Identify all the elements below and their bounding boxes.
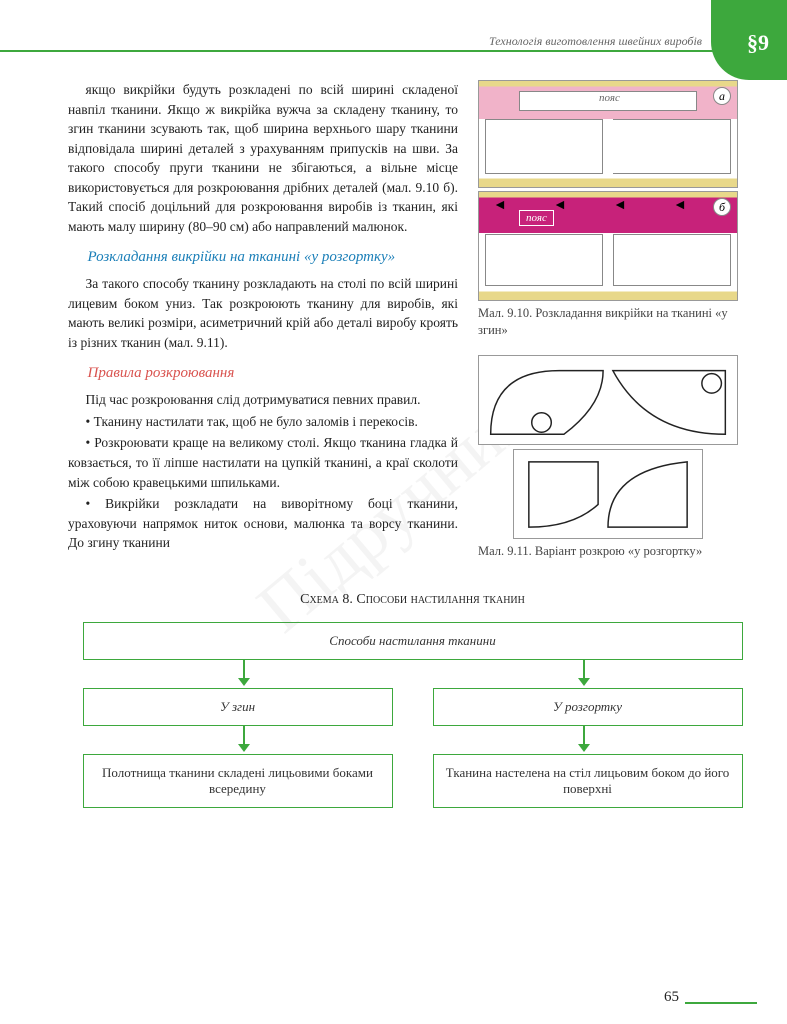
figure-910-b: ◄ ◄ ◄ ◄ пояс б [478, 191, 738, 301]
caption-911: Мал. 9.11. Варіант розкрою «у розгортку» [478, 543, 738, 560]
figures-column: пояс а ◄ ◄ ◄ ◄ пояс б Мал. 9.10. Розклад… [478, 80, 738, 572]
section-tab: §9 [711, 0, 787, 80]
subtitle-rules: Правила розкроювання [68, 363, 458, 385]
bullet: • Викрійки розкладати на виворітному боц… [68, 494, 458, 553]
scheme-title: Схема 8. Способи настилання тканин [68, 592, 757, 608]
flow-right-desc: Тканина настелена на стіл лицьовим боком… [433, 754, 743, 808]
subtitle-layout: Розкладання викрійки на тканині «у розго… [68, 247, 458, 269]
arrow-icon [578, 726, 590, 754]
poyas-label: пояс [599, 92, 620, 104]
paragraph: Під час розкроювання слід дотримуватися … [68, 390, 458, 410]
page-number: 65 [664, 989, 679, 1006]
arrow-icon [238, 660, 250, 688]
label-b: б [713, 198, 731, 216]
flow-left: У згин [83, 688, 393, 726]
flowchart: Способи настилання тканини У згин У розг… [83, 622, 743, 808]
flow-root: Способи настилання тканини [83, 622, 743, 660]
poyas-label-b: пояс [519, 210, 554, 226]
flow-right: У розгортку [433, 688, 743, 726]
figure-911: Мал. 9.11. Варіант розкрою «у розгортку» [478, 355, 738, 560]
bullet: • Розкроювати краще на великому столі. Я… [68, 433, 458, 492]
label-a: а [713, 87, 731, 105]
caption-910: Мал. 9.10. Розкладання викрійки на ткани… [478, 305, 738, 339]
flow-left-desc: Полотнища тканини складені лицьовими бок… [83, 754, 393, 808]
arrow-icon [238, 726, 250, 754]
page-number-rule [685, 1002, 757, 1004]
main-text-column: якщо викрійки будуть розкладені по всій … [68, 80, 458, 572]
chapter-title: Технологія виготовлення швейних виробів [489, 34, 702, 49]
section-number: §9 [747, 30, 769, 56]
figure-910: пояс а ◄ ◄ ◄ ◄ пояс б Мал. 9.10. Розклад… [478, 80, 738, 339]
figure-910-a: пояс а [478, 80, 738, 188]
paragraph: якщо викрійки будуть розкладені по всій … [68, 80, 458, 237]
paragraph: За такого способу тканину розкладають на… [68, 274, 458, 352]
bullet: • Тканину настилати так, щоб не було зал… [68, 412, 458, 432]
header-rule [0, 50, 787, 52]
arrow-icon [578, 660, 590, 688]
